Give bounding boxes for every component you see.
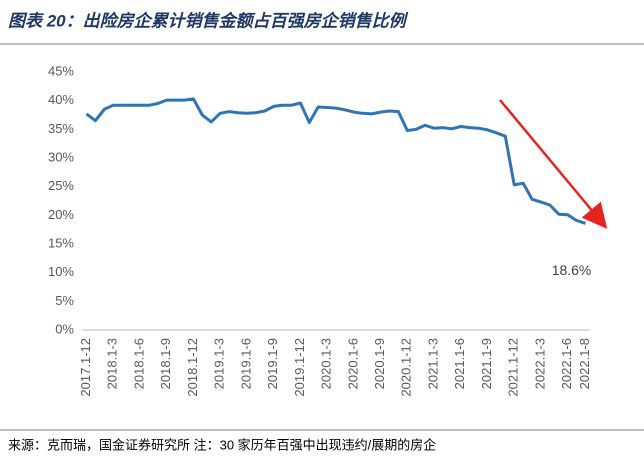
line-series <box>85 97 586 225</box>
x-tick-label: 2020.1-12 <box>399 338 414 397</box>
x-tick-label: 2022.1-6 <box>559 338 574 389</box>
x-tick-label: 2021.1-9 <box>479 338 494 389</box>
x-tick-label: 2021.1-3 <box>425 338 440 389</box>
x-tick-label: 2018.1-6 <box>131 338 146 389</box>
y-tick-label: 20% <box>48 207 74 222</box>
y-tick-label: 0% <box>55 321 74 336</box>
x-tick-label: 2021.1-6 <box>452 338 467 389</box>
x-tick-label: 2022.1-8 <box>577 338 592 389</box>
x-tick-label: 2020.1-3 <box>319 338 334 389</box>
y-tick-label: 45% <box>48 63 74 78</box>
x-tick-label: 2019.1-3 <box>212 338 227 389</box>
x-tick-label: 2019.1-9 <box>265 338 280 389</box>
x-tick-label: 2018.1-9 <box>158 338 173 389</box>
x-tick-label: 2019.1-6 <box>238 338 253 389</box>
x-tick-label: 2020.1-6 <box>345 338 360 389</box>
data-label: 18.6% <box>552 262 592 278</box>
x-tick-label: 2017.1-12 <box>78 338 93 397</box>
y-tick-label: 35% <box>48 121 74 136</box>
x-tick-label: 2020.1-9 <box>372 338 387 389</box>
x-tick-label: 2019.1-12 <box>292 338 307 397</box>
source-note: 来源：克而瑞，国金证券研究所 注：30 家历年百强中出现违约/展期的房企 <box>8 437 436 452</box>
x-tick-label: 2018.1-3 <box>105 338 120 389</box>
trend-arrow <box>499 99 608 229</box>
x-tick-label: 2018.1-12 <box>185 338 200 397</box>
chart-title: 图表 20：出险房企累计销售金额占百强房企销售比例 <box>8 11 409 30</box>
y-tick-label: 10% <box>48 264 74 279</box>
y-tick-label: 40% <box>48 92 74 107</box>
y-tick-label: 5% <box>55 293 74 308</box>
x-tick-label: 2022.1-3 <box>532 338 547 389</box>
y-tick-label: 25% <box>48 178 74 193</box>
x-tick-label: 2021.1-12 <box>506 338 521 397</box>
y-tick-label: 30% <box>48 149 74 164</box>
y-tick-label: 15% <box>48 235 74 250</box>
